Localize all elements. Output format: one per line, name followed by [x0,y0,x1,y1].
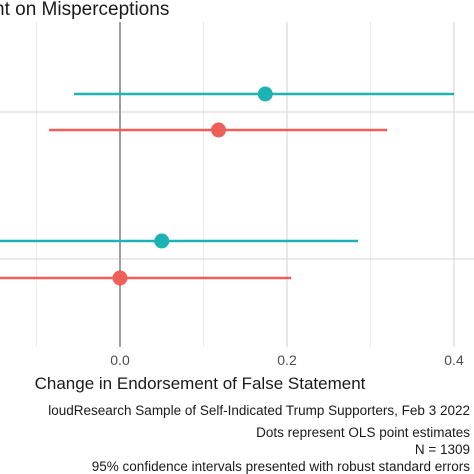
x-tick-label: 0.4 [444,352,464,368]
plot-panel [0,22,474,347]
x-tick-labels: 0.0 0.2 0.4 [110,352,464,368]
caption-line-n: N = 1309 [415,442,470,457]
point-estimate [112,270,128,286]
chart-title: nt on Misperceptions [0,0,169,20]
caption-line-sample: loudResearch Sample of Self-Indicated Tr… [48,403,470,418]
point-estimate [257,86,273,102]
estimate-marks [0,86,454,286]
point-estimate [154,233,170,249]
caption: loudResearch Sample of Self-Indicated Tr… [48,403,470,474]
caption-line-dots: Dots represent OLS point estimates [256,425,470,440]
x-axis-label: Change in Endorsement of False Statement [35,374,366,393]
caption-line-ci: 95% confidence intervals presented with … [92,459,470,474]
x-tick-label: 0.0 [110,352,130,368]
point-estimate [211,122,227,138]
x-tick-label: 0.2 [277,352,297,368]
